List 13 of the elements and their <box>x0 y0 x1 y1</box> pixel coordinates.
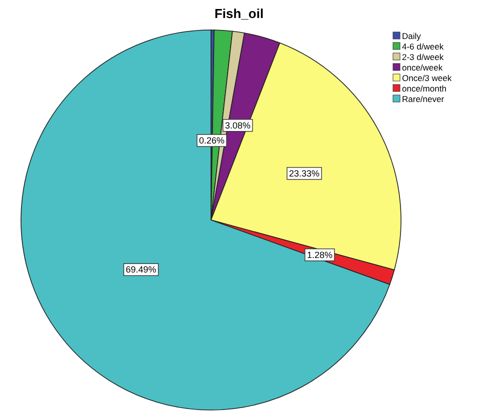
data-label: 1.28% <box>306 250 332 260</box>
chart-title: Fish_oil <box>214 6 264 21</box>
legend-label: Once/3 week <box>402 73 452 83</box>
data-label: 69.49% <box>126 264 156 275</box>
data-label: 3.08% <box>224 120 250 130</box>
legend-label: Daily <box>402 31 422 41</box>
data-label: 0.26% <box>199 136 225 146</box>
data-label: 23.33% <box>289 168 320 178</box>
legend-label: once/month <box>402 84 447 94</box>
legend-label: 4-6 d/week <box>402 42 444 52</box>
legend-label: Rare/never <box>402 94 444 104</box>
legend-label: 2-3 d/week <box>402 52 444 62</box>
legend-label: once/week <box>402 62 444 72</box>
